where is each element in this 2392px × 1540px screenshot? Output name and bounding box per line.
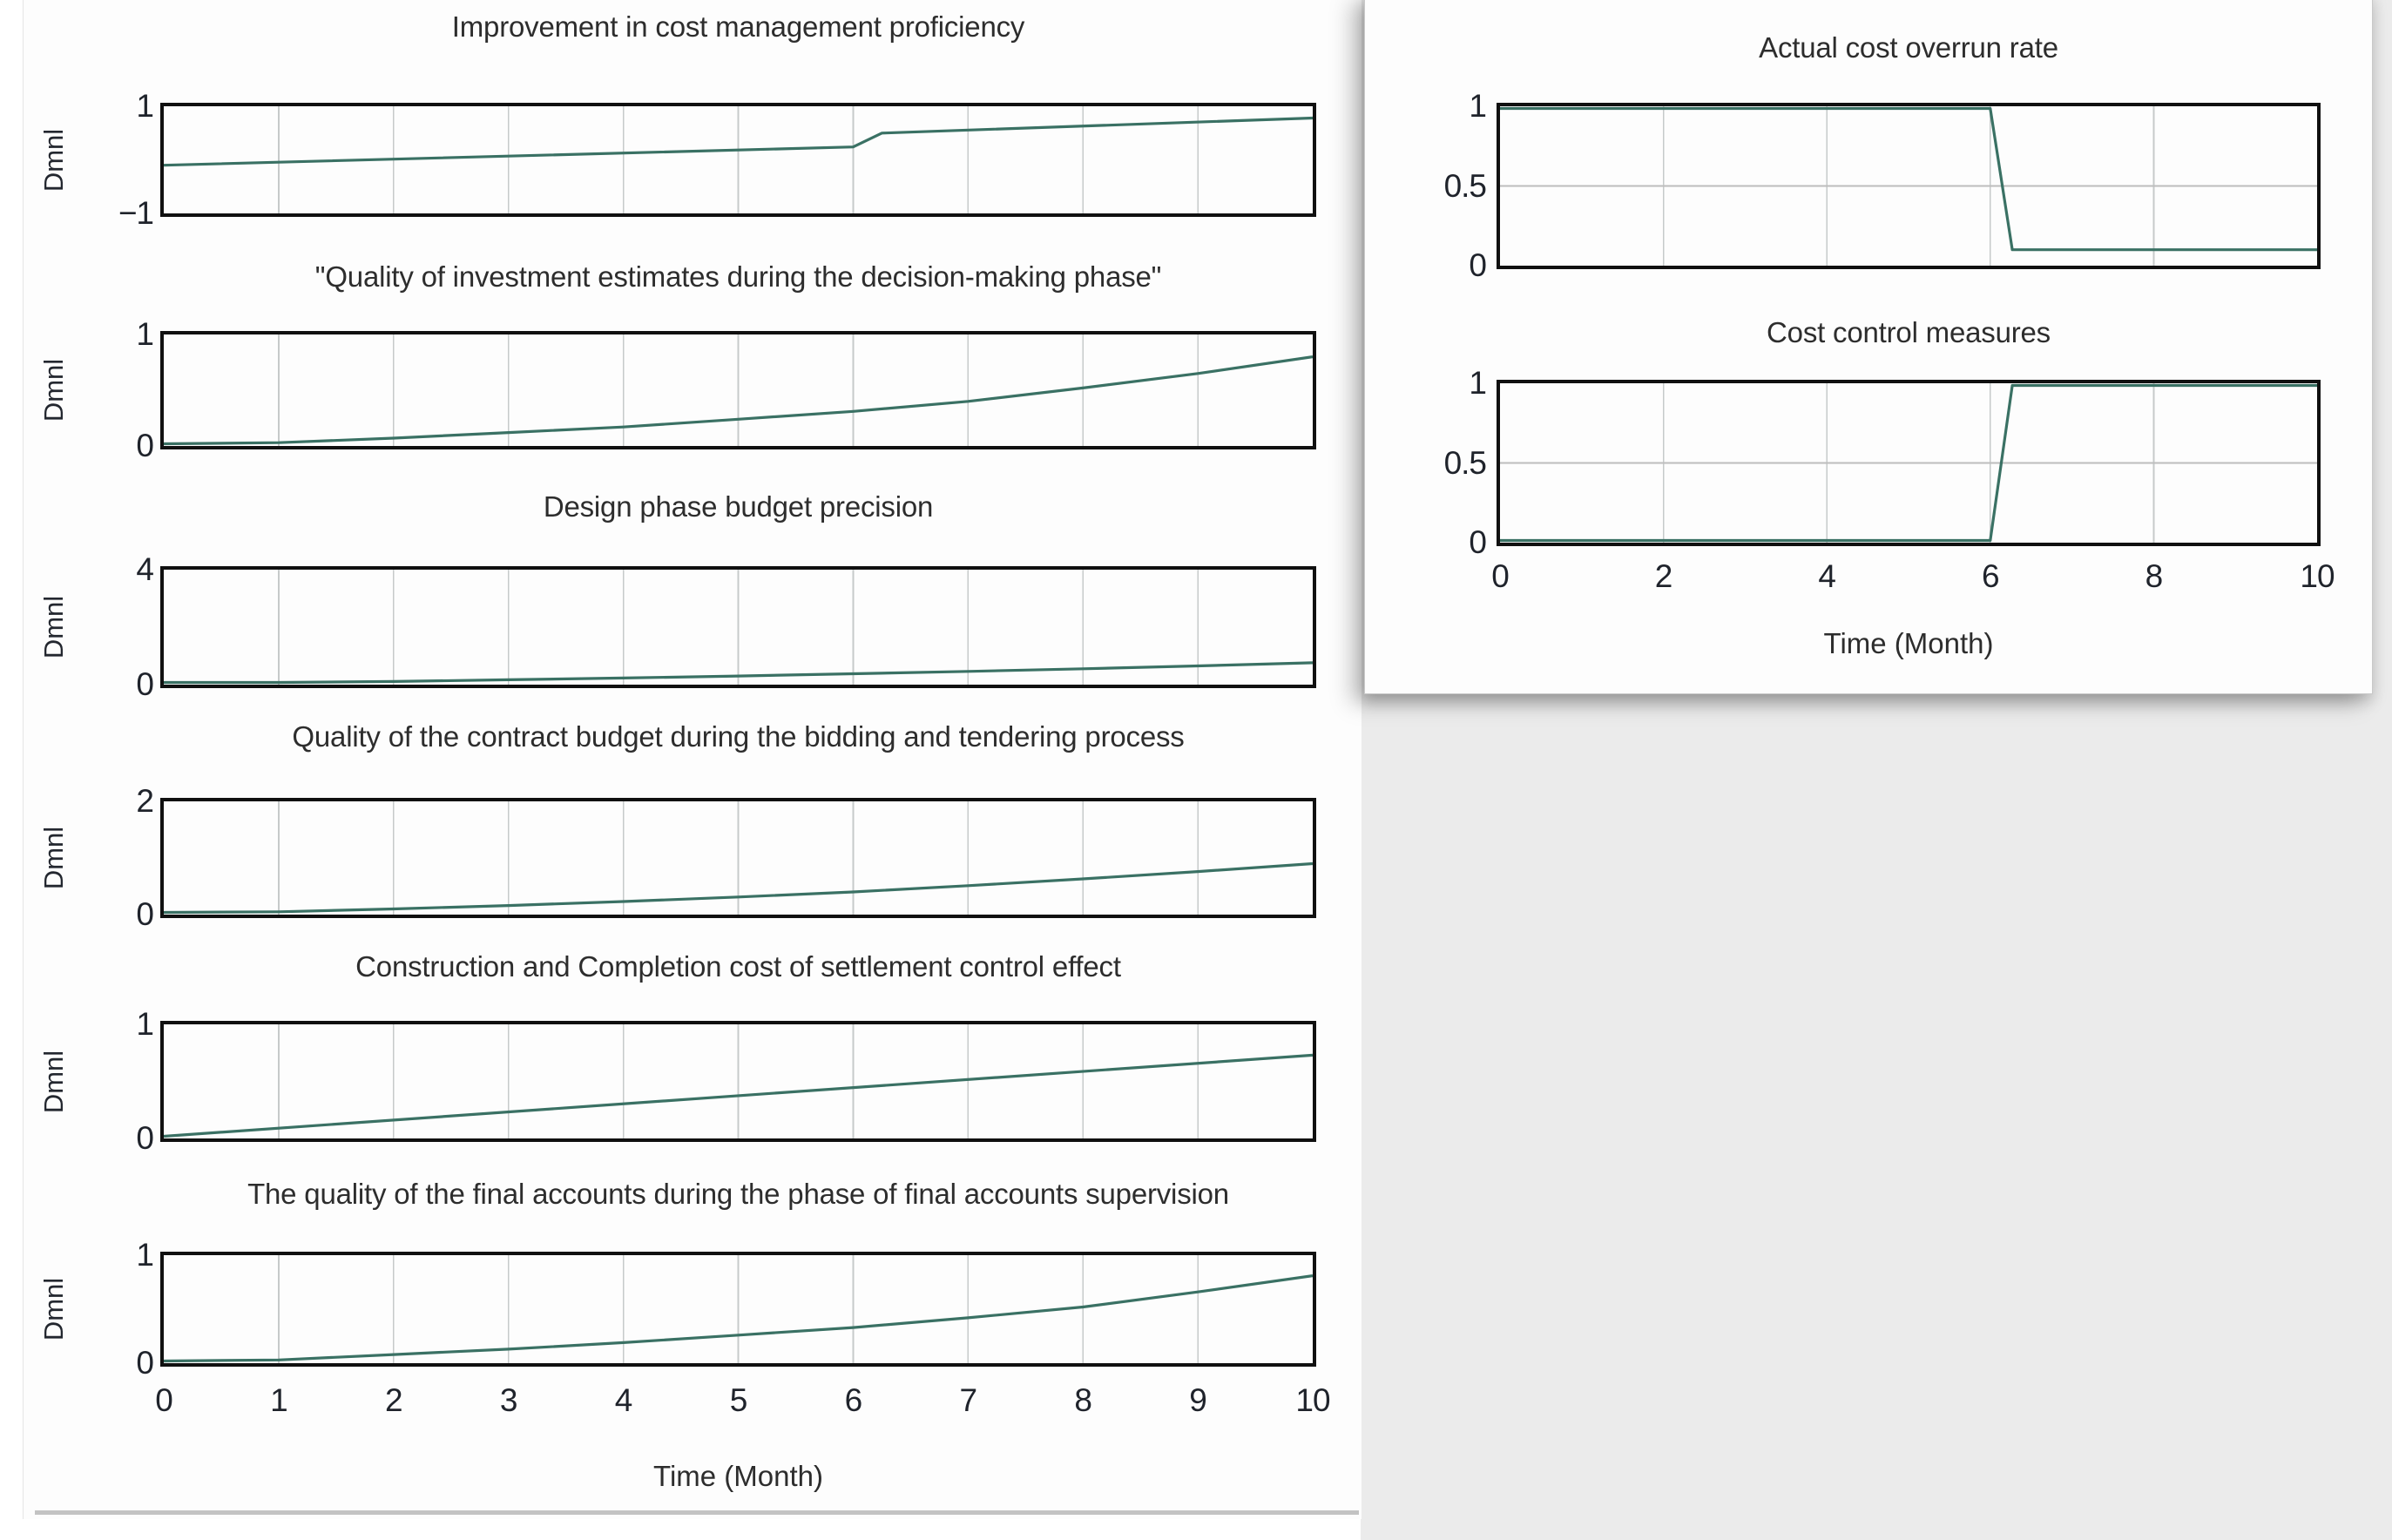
y-tick-label: −1: [118, 195, 154, 231]
chart-title-design-phase-budget-precision: Design phase budget precision: [543, 490, 934, 523]
x-tick-label: 10: [2300, 558, 2335, 594]
left-window-bottom-divider: [35, 1510, 1359, 1515]
x-tick-label: 2: [385, 1382, 403, 1418]
x-tick-label: 0: [1491, 558, 1510, 594]
x-tick-label: 6: [1982, 558, 2000, 594]
series-line: [164, 1053, 1313, 1138]
x-tick-label: 5: [729, 1382, 748, 1418]
series-line: [1500, 383, 2317, 543]
x-tick-label: 1: [270, 1382, 288, 1418]
plot-area-construction-completion-cost: [160, 1021, 1316, 1142]
plot-area-actual-cost-overrun-rate: [1497, 103, 2321, 269]
x-axis-title: Time (Month): [653, 1460, 823, 1492]
plot-area-cost-control-measures: [1497, 380, 2321, 546]
y-axis-unit-label: Dmnl: [38, 128, 69, 192]
x-tick-label: 6: [844, 1382, 863, 1418]
y-tick-label: 0: [1469, 247, 1487, 283]
chart-title-construction-completion-cost: Construction and Completion cost of sett…: [355, 950, 1121, 983]
y-tick-label: 0.5: [1443, 444, 1487, 481]
series-line: [1500, 106, 2317, 252]
left-charts-window[interactable]: [23, 0, 1362, 1519]
series-line: [164, 355, 1313, 446]
series-line: [164, 116, 1313, 167]
y-axis-unit-label: Dmnl: [38, 826, 69, 890]
chart-title-quality-final-accounts: The quality of the final accounts during…: [247, 1178, 1229, 1210]
y-tick-label: 0: [136, 1120, 154, 1156]
y-tick-label: 1: [1469, 365, 1487, 401]
y-tick-label: 1: [136, 1006, 154, 1042]
chart-title-actual-cost-overrun-rate: Actual cost overrun rate: [1759, 31, 2058, 64]
y-tick-label: 1: [136, 1237, 154, 1273]
right-charts-window[interactable]: [1364, 0, 2373, 694]
y-tick-label: 0: [136, 428, 154, 463]
plot-area-quality-contract-budget: [160, 798, 1316, 918]
y-axis-unit-label: Dmnl: [38, 358, 69, 422]
y-tick-label: 0: [136, 896, 154, 932]
y-tick-label: 4: [136, 551, 154, 587]
x-tick-label: 10: [1295, 1382, 1330, 1418]
x-tick-label: 4: [614, 1382, 633, 1418]
chart-title-quality-investment-estimates: "Quality of investment estimates during …: [314, 260, 1162, 293]
x-tick-label: 7: [959, 1382, 978, 1418]
x-tick-label: 3: [499, 1382, 518, 1418]
y-tick-label: 2: [136, 783, 154, 819]
y-tick-label: 1: [136, 88, 154, 124]
y-axis-unit-label: Dmnl: [38, 1050, 69, 1113]
y-axis-unit-label: Dmnl: [38, 1277, 69, 1341]
chart-title-improvement-cost-management: Improvement in cost management proficien…: [451, 10, 1025, 43]
chart-title-quality-contract-budget: Quality of the contract budget during th…: [292, 720, 1185, 753]
x-tick-label: 4: [1818, 558, 1836, 594]
plot-area-quality-investment-estimates: [160, 331, 1316, 449]
x-tick-label: 8: [2145, 558, 2164, 594]
x-tick-label: 8: [1074, 1382, 1092, 1418]
y-tick-label: 0: [136, 1345, 154, 1381]
y-tick-label: 1: [1469, 88, 1487, 124]
plot-area-design-phase-budget-precision: [160, 566, 1316, 688]
plot-area-quality-final-accounts: [160, 1252, 1316, 1367]
y-tick-label: 0: [1469, 524, 1487, 560]
x-axis-title: Time (Month): [1823, 627, 1994, 659]
series-line: [164, 1274, 1313, 1363]
chart-title-cost-control-measures: Cost control measures: [1767, 316, 2051, 348]
y-tick-label: 0: [136, 666, 154, 702]
series-line: [164, 861, 1313, 915]
series-line: [164, 661, 1313, 685]
y-tick-label: 0.5: [1443, 167, 1487, 204]
y-tick-label: 1: [136, 316, 154, 352]
x-tick-label: 9: [1189, 1382, 1207, 1418]
x-tick-label: 2: [1654, 558, 1673, 594]
x-tick-label: 0: [155, 1382, 173, 1418]
plot-area-improvement-cost-management: [160, 103, 1316, 217]
y-axis-unit-label: Dmnl: [38, 595, 69, 659]
